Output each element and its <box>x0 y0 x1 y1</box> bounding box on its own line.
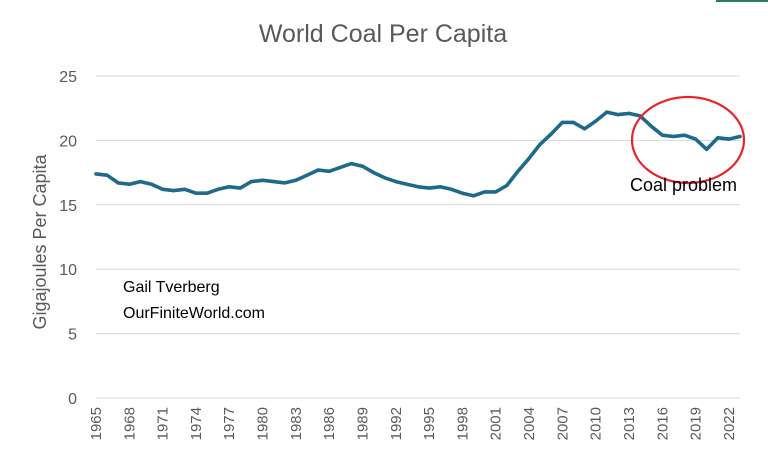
y-tick-label: 15 <box>59 198 77 215</box>
data-point <box>383 176 387 180</box>
x-tick-label: 2010 <box>588 407 605 440</box>
data-point <box>605 110 609 114</box>
data-point <box>516 169 520 173</box>
data-point <box>471 194 476 198</box>
data-point <box>260 178 265 182</box>
data-point <box>549 132 553 136</box>
x-tick-label: 2013 <box>621 407 638 440</box>
data-point <box>238 186 242 190</box>
data-point <box>283 181 287 185</box>
data-point <box>205 191 209 195</box>
data-point <box>138 180 143 184</box>
data-point <box>571 120 576 124</box>
data-point <box>560 120 564 124</box>
data-point <box>149 182 154 186</box>
corner-accent <box>716 0 768 2</box>
data-point <box>183 187 187 191</box>
x-tick-label: 2022 <box>721 407 738 440</box>
x-tick-label: 1983 <box>288 407 305 440</box>
data-point <box>427 186 431 190</box>
y-tick-labels: 0 5 10 15 20 25 <box>59 69 77 408</box>
x-tick-label: 2019 <box>688 407 705 440</box>
coal-problem-label: Coal problem <box>630 175 737 195</box>
data-point <box>116 181 120 185</box>
data-point <box>716 136 720 140</box>
x-tick-label: 1992 <box>388 407 405 440</box>
credit-name: Gail Tverberg <box>123 279 220 296</box>
data-point <box>294 178 298 182</box>
data-point <box>161 187 165 191</box>
data-point <box>671 134 675 139</box>
x-tick-label: 1989 <box>354 407 371 440</box>
data-point <box>405 182 409 186</box>
x-tick-label: 1980 <box>255 407 272 440</box>
x-tick-label: 1998 <box>454 407 471 440</box>
data-point <box>460 191 465 195</box>
data-point <box>738 134 742 139</box>
data-point <box>627 111 631 115</box>
x-tick-labels: 1965 1968 1971 1974 1977 1980 1983 1986 1989 1992… <box>88 407 738 440</box>
x-tick-label: 1986 <box>321 407 338 440</box>
x-tick-label: 2004 <box>521 407 538 440</box>
data-point <box>94 172 98 176</box>
y-tick-label: 5 <box>68 327 77 344</box>
data-point <box>316 168 320 172</box>
data-point <box>682 133 687 137</box>
data-point <box>416 185 420 189</box>
x-tick-label: 1974 <box>188 407 205 440</box>
series-group <box>94 110 742 198</box>
data-point <box>249 180 254 184</box>
x-tick-label: 1977 <box>221 407 238 440</box>
data-point <box>494 190 498 194</box>
gridlines <box>96 75 740 399</box>
x-tick-label: 2016 <box>654 407 671 440</box>
data-point <box>538 142 542 146</box>
data-point <box>527 156 531 161</box>
data-point <box>649 124 653 128</box>
data-point <box>272 180 276 184</box>
x-tick-label: 1971 <box>155 407 172 440</box>
x-tick-label: 1995 <box>421 407 438 440</box>
x-tick-label: 2007 <box>554 407 571 440</box>
data-point <box>338 165 342 170</box>
x-tick-label: 1965 <box>88 407 105 440</box>
data-point <box>693 137 698 141</box>
data-point <box>194 191 198 195</box>
data-point <box>582 127 587 131</box>
data-point <box>449 187 453 191</box>
data-point <box>705 147 709 152</box>
data-point <box>227 185 231 189</box>
data-point <box>438 185 442 189</box>
x-tick-label: 1968 <box>121 407 138 440</box>
y-axis-label: Gigajoules Per Capita <box>30 153 50 329</box>
credit-site: OurFiniteWorld.com <box>123 305 265 322</box>
x-tick-label: 2001 <box>488 407 505 440</box>
data-point <box>327 169 331 173</box>
coal-problem-callout-circle <box>630 95 746 185</box>
data-point <box>172 189 176 193</box>
data-point <box>394 180 398 184</box>
y-tick-label: 25 <box>59 69 77 86</box>
data-point <box>660 133 664 137</box>
data-point <box>371 171 376 175</box>
data-point <box>349 161 353 166</box>
y-tick-label: 10 <box>59 262 77 279</box>
y-tick-label: 0 <box>68 391 77 408</box>
data-point <box>127 182 131 186</box>
data-point <box>216 187 220 191</box>
data-point <box>360 164 365 168</box>
y-tick-label: 20 <box>59 133 77 150</box>
data-point <box>105 173 109 177</box>
data-point <box>505 183 509 188</box>
data-point <box>727 137 731 141</box>
data-point <box>483 190 487 194</box>
data-point <box>305 173 309 177</box>
data-point <box>594 119 598 123</box>
data-point <box>616 113 620 117</box>
chart-title: World Coal Per Capita <box>259 20 507 48</box>
